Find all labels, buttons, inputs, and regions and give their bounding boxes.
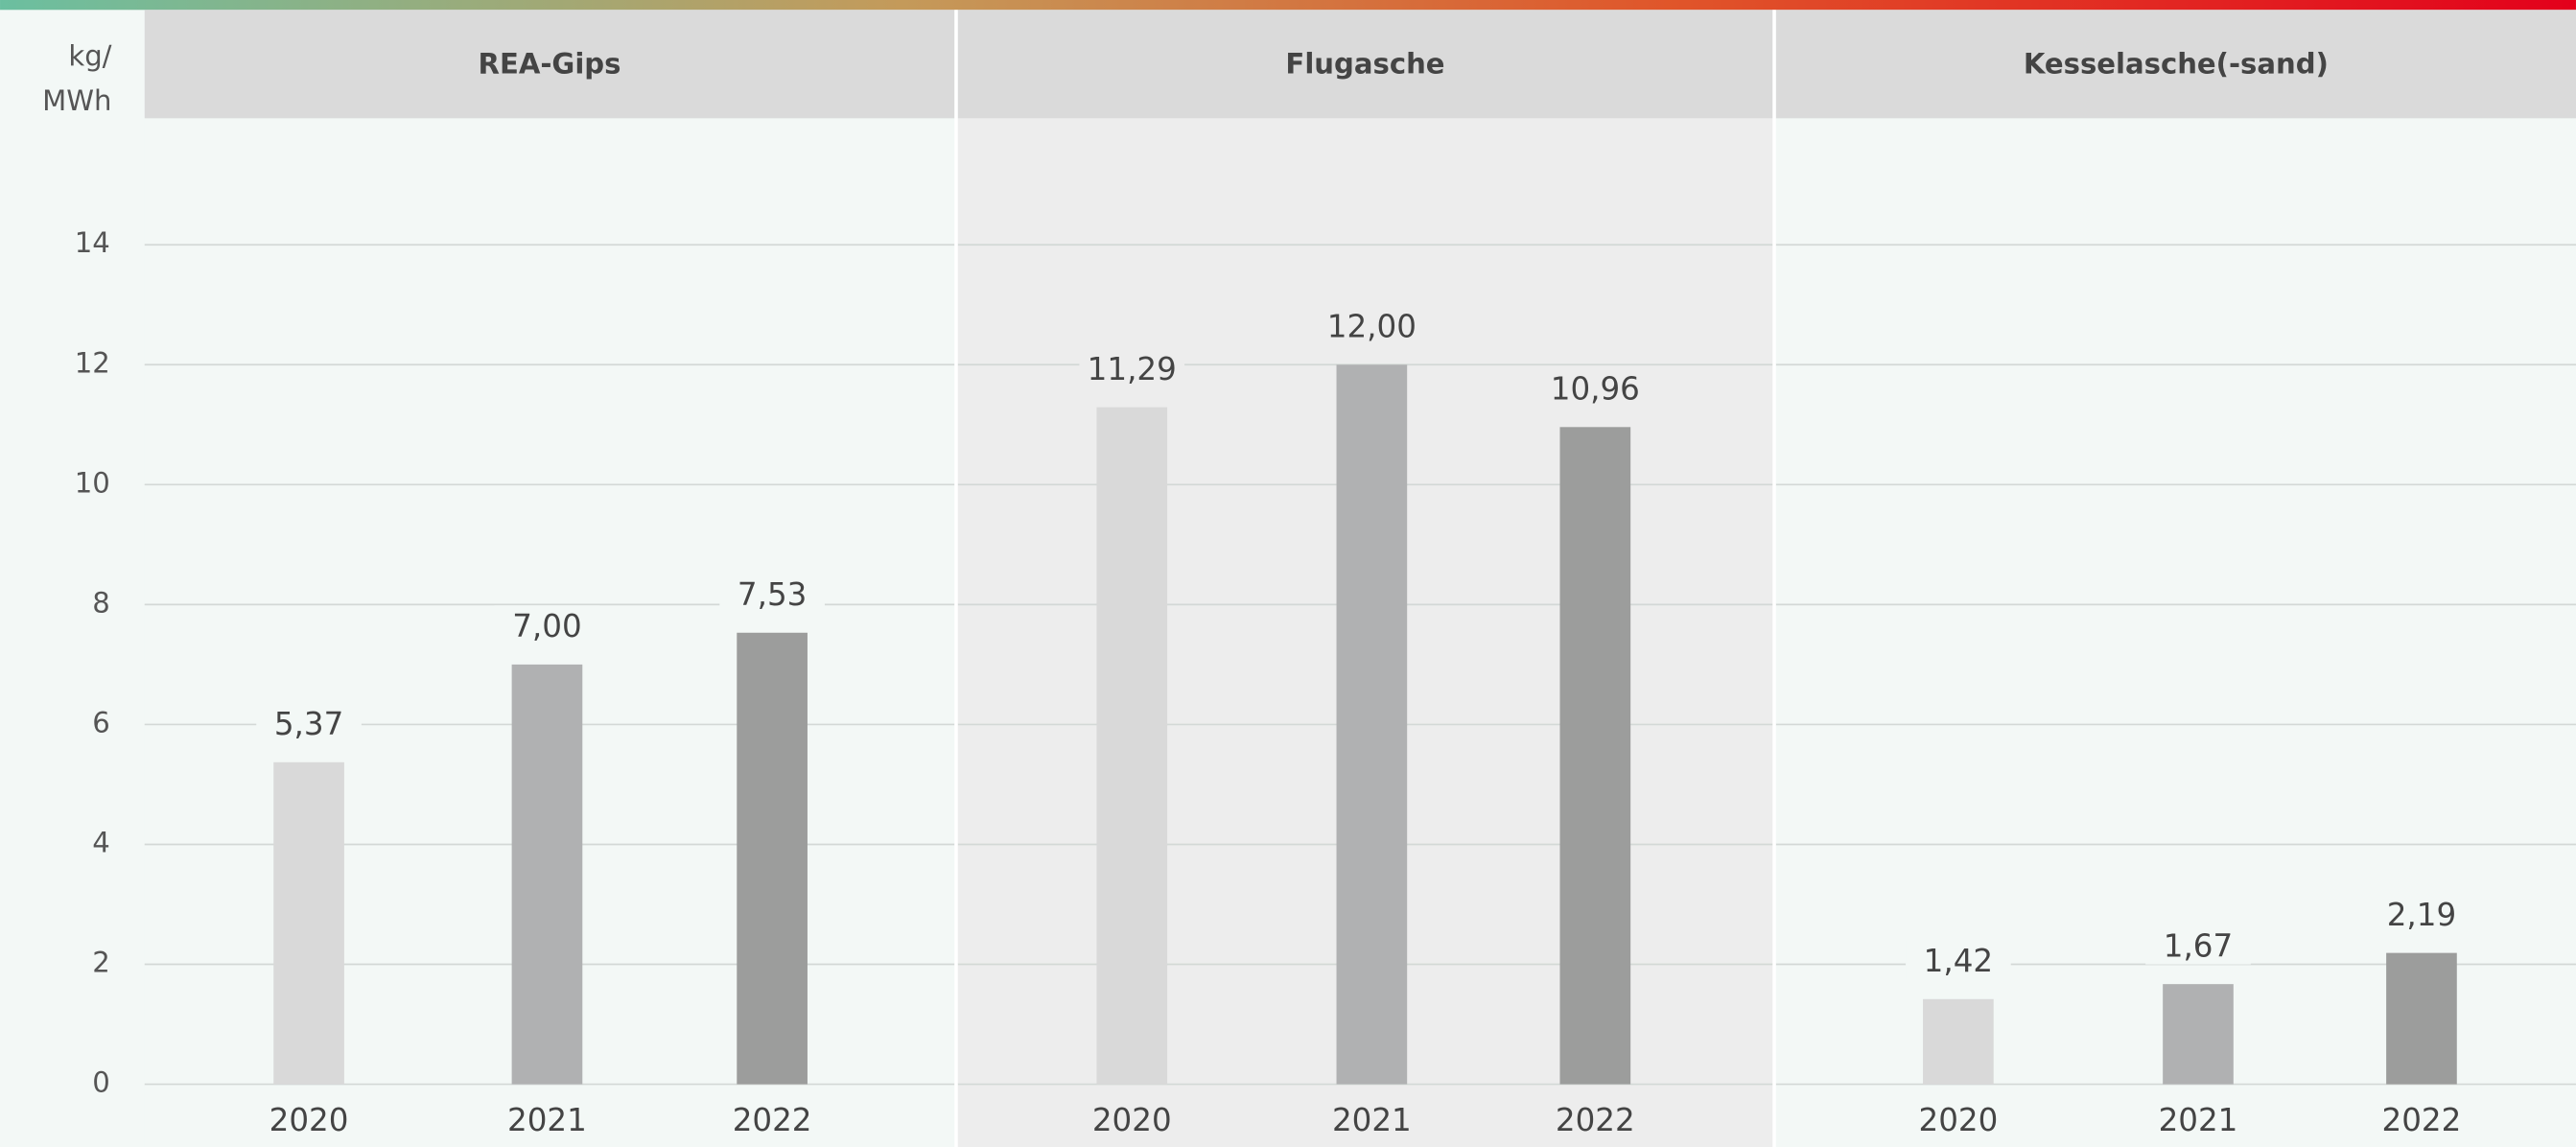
bar bbox=[273, 761, 344, 1085]
bar bbox=[1559, 427, 1631, 1085]
y-tick-label: 4 bbox=[92, 826, 110, 858]
y-tick-label: 0 bbox=[92, 1066, 110, 1099]
value-label-bg bbox=[1079, 348, 1185, 388]
y-axis-label-box: kg/ MWh bbox=[42, 40, 112, 119]
value-label-bg bbox=[2145, 925, 2251, 965]
x-tick-label: 2021 bbox=[1332, 1102, 1412, 1138]
value-label-bg bbox=[256, 703, 362, 743]
value-label-bg bbox=[719, 574, 825, 614]
bar bbox=[2386, 952, 2457, 1085]
value-label: 12,00 bbox=[1327, 309, 1417, 345]
value-label-bg bbox=[1542, 367, 1649, 408]
value-label-bg bbox=[1319, 305, 1425, 345]
value-label: 7,00 bbox=[512, 608, 581, 644]
value-label: 7,53 bbox=[738, 576, 807, 613]
bar bbox=[737, 632, 808, 1085]
bar bbox=[1923, 998, 1994, 1085]
bar bbox=[1096, 407, 1168, 1085]
panel-header bbox=[144, 10, 955, 119]
value-label: 11,29 bbox=[1088, 351, 1177, 387]
x-tick-label: 2021 bbox=[507, 1102, 587, 1138]
y-tick-label: 12 bbox=[75, 346, 110, 379]
panel-header bbox=[1775, 10, 2576, 119]
y-tick-label: 6 bbox=[92, 706, 110, 738]
y-tick-label: 14 bbox=[75, 226, 110, 259]
value-label-bg bbox=[2369, 893, 2474, 934]
value-label: 5,37 bbox=[274, 706, 343, 742]
panel-title: Flugasche bbox=[1285, 48, 1444, 81]
value-label-bg bbox=[494, 605, 600, 645]
panel-title: REA-Gips bbox=[479, 48, 621, 81]
bar bbox=[511, 664, 583, 1085]
bar bbox=[2163, 984, 2234, 1085]
y-axis-label: kg/ MWh bbox=[42, 40, 112, 119]
bar bbox=[1336, 364, 1408, 1085]
x-tick-label: 2020 bbox=[1092, 1102, 1172, 1138]
x-tick-label: 2020 bbox=[269, 1102, 349, 1138]
value-label: 1,67 bbox=[2164, 927, 2233, 964]
x-tick-label: 2021 bbox=[2159, 1102, 2238, 1138]
y-tick-label: 10 bbox=[75, 466, 110, 499]
value-label: 2,19 bbox=[2387, 897, 2456, 933]
value-label: 1,42 bbox=[1924, 943, 1993, 979]
y-tick-label: 2 bbox=[92, 947, 110, 979]
value-label-bg bbox=[1906, 940, 2011, 980]
value-label: 10,96 bbox=[1551, 371, 1640, 408]
x-tick-label: 2022 bbox=[1556, 1102, 1635, 1138]
y-tick-label: 8 bbox=[92, 586, 110, 619]
panel-header bbox=[957, 10, 1773, 119]
top-bar bbox=[0, 0, 2576, 11]
panel-title: Kesselasche(-sand) bbox=[2024, 48, 2329, 81]
x-tick-label: 2022 bbox=[2382, 1102, 2462, 1138]
x-tick-label: 2020 bbox=[1918, 1102, 1998, 1138]
x-tick-label: 2022 bbox=[733, 1102, 812, 1138]
